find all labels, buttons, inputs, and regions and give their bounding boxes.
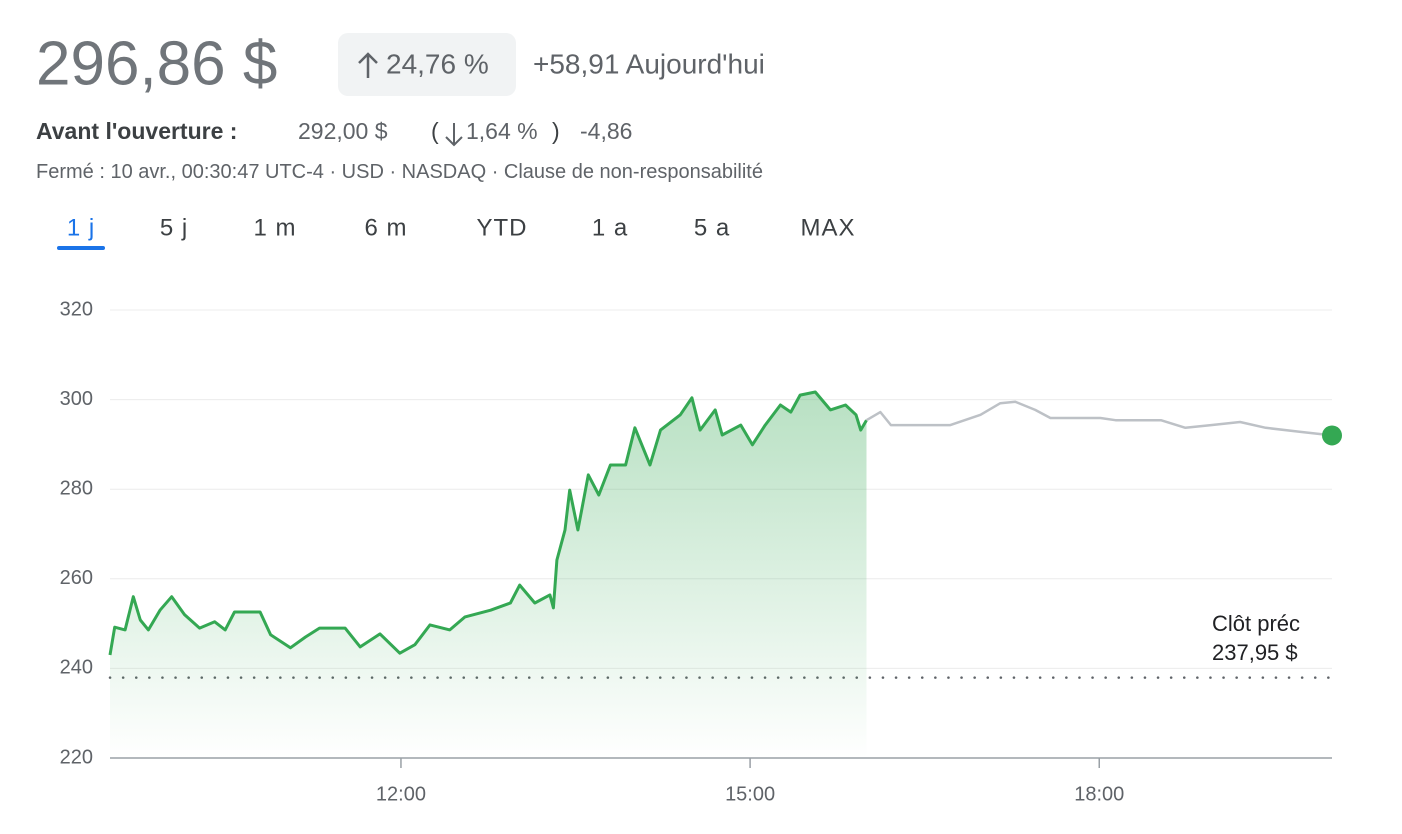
pre-market-change: -4,86: [580, 118, 632, 144]
range-tab[interactable]: 5 a: [694, 214, 730, 241]
x-tick-label: 18:00: [1074, 783, 1124, 805]
change-percent: 24,76 %: [386, 48, 489, 79]
price: 296,86 $: [36, 29, 277, 98]
pre-market-price: 292,00 $: [298, 118, 388, 144]
range-tab[interactable]: MAX: [800, 214, 855, 241]
change-today: +58,91 Aujourd'hui: [533, 48, 765, 79]
tab-underline: [57, 246, 105, 250]
range-tab[interactable]: 5 j: [160, 214, 188, 241]
status: Fermé : 10 avr., 00:30:47 UTC-4 · USD · …: [36, 161, 504, 183]
price-area: [110, 392, 867, 758]
price-line: [108, 390, 868, 656]
change-pill: [338, 33, 516, 96]
last-price-dot: [1322, 425, 1342, 446]
price-line: [865, 400, 1333, 437]
x-tick-label: 12:00: [376, 783, 426, 805]
paren-close: ): [552, 118, 560, 144]
up-arrow-icon: [358, 52, 378, 78]
previous-close-annotation: Clôt préc: [1212, 611, 1300, 636]
pre-market-label: Avant l'ouverture :: [36, 118, 237, 144]
y-tick-label: 320: [60, 298, 93, 320]
paren-open: (: [431, 118, 439, 144]
y-tick-label: 220: [60, 746, 93, 768]
range-tab[interactable]: 1 m: [253, 214, 296, 241]
range-tab[interactable]: 1 a: [592, 214, 628, 241]
y-tick-label: 280: [60, 477, 93, 499]
down-arrow-icon: [445, 123, 463, 147]
y-tick-label: 300: [60, 388, 93, 410]
meta-line: Fermé : 10 avr., 00:30:47 UTC-4 · USD · …: [36, 161, 763, 183]
chart: 220 240 260 280 300 320 12:00 15:00 18:00 Clôt pr…: [60, 298, 1342, 805]
range-tabs: 1 j 5 j 1 m 6 m YTD 1 a 5 a MAX: [57, 214, 855, 250]
range-tab[interactable]: 6 m: [364, 214, 407, 241]
x-tick-label: 15:00: [725, 783, 775, 805]
y-tick-label: 240: [60, 657, 93, 679]
disclaimer-link[interactable]: Clause de non-responsabilité: [504, 161, 763, 183]
previous-close-label: 237,95 $: [1212, 640, 1298, 665]
pre-market-change-percent: 1,64 %: [466, 118, 538, 144]
range-tab[interactable]: 1 j: [67, 214, 95, 241]
range-tab[interactable]: YTD: [477, 214, 528, 241]
y-tick-label: 260: [60, 567, 93, 589]
